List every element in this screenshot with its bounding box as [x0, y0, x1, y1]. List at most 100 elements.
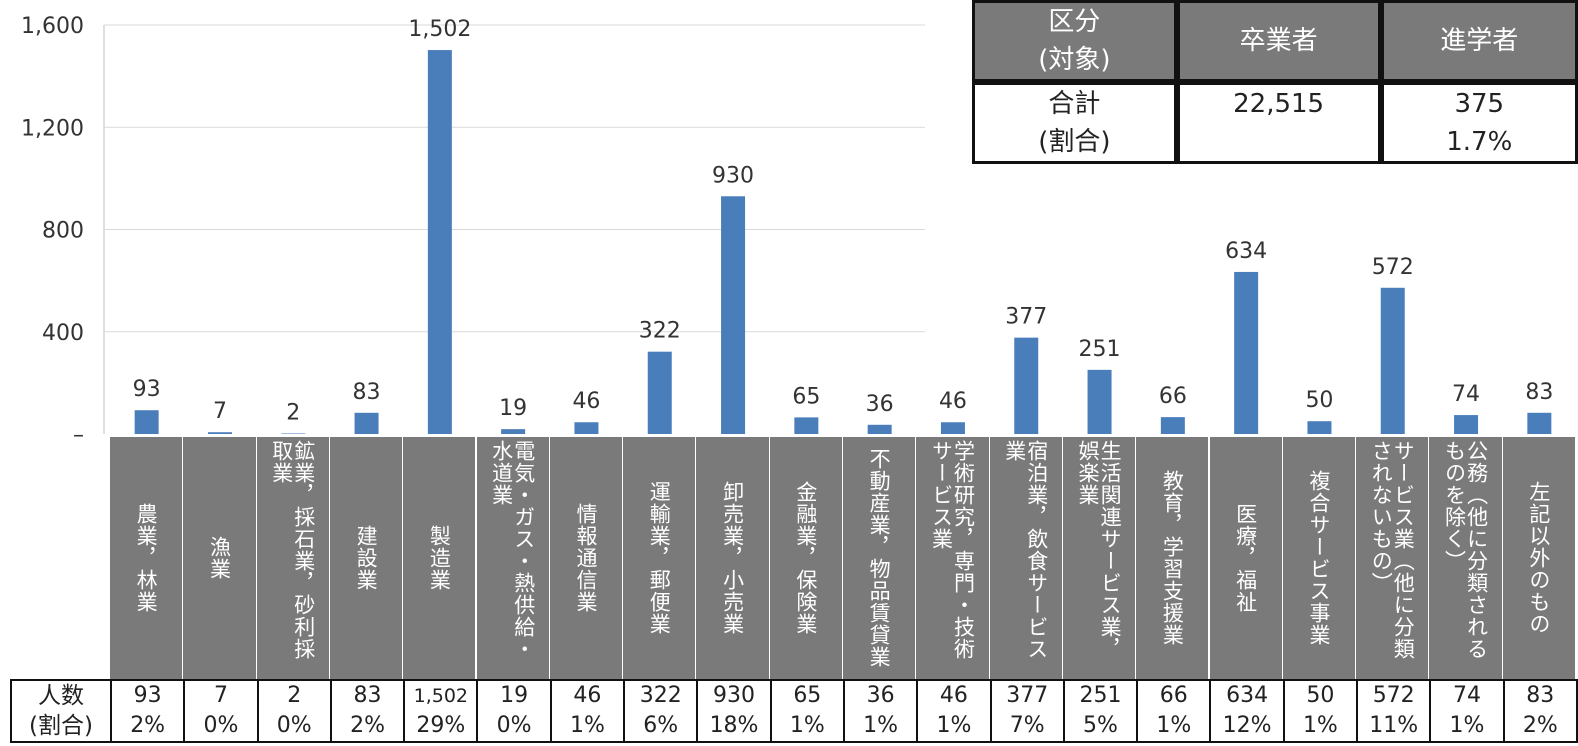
summary-header-category: 区分 (対象)	[972, 0, 1177, 82]
percent-value: 1%	[1449, 713, 1485, 738]
data-label: 377	[1005, 305, 1047, 330]
summary-header-graduates: 卒業者	[1176, 0, 1381, 82]
category-label-cell: 公務（他に分類されるものを除く）	[1429, 437, 1503, 679]
count-cell: 572 11%	[1356, 679, 1432, 743]
category-label: 卸売業，小売業	[720, 481, 745, 635]
summary-graduates-value: 22,515	[1176, 82, 1381, 164]
percent-value: 6%	[643, 713, 679, 738]
bar	[574, 422, 599, 434]
count-cell: 74 1%	[1429, 679, 1505, 743]
y-tick-label: 400	[42, 321, 84, 346]
bar	[647, 351, 672, 434]
count-cell: 19 0%	[476, 679, 552, 743]
percent-value: 2%	[350, 713, 385, 738]
count-cell: 322 6%	[623, 679, 699, 743]
count-cell: 65 1%	[769, 679, 845, 743]
category-label-cell: 左記以外のもの	[1502, 437, 1576, 679]
summary-table: 区分 (対象) 卒業者 進学者 合計 (割合) 22,515 375 1.7%	[972, 0, 1578, 164]
percent-value: 1%	[936, 713, 972, 738]
bar	[134, 410, 159, 434]
data-label: 50	[1305, 388, 1333, 413]
data-label: 66	[1159, 384, 1187, 409]
count-value: 83	[1526, 683, 1555, 708]
data-label: 251	[1079, 337, 1121, 362]
counts-header-line1: 人数	[38, 683, 84, 709]
category-label-cell: 宿泊業，飲食サービス業	[989, 437, 1063, 679]
count-value: 46	[939, 683, 968, 708]
count-cell: 930 18%	[696, 679, 772, 743]
data-label: 930	[712, 163, 754, 188]
bar	[501, 429, 526, 434]
category-label: 左記以外のもの	[1526, 481, 1551, 635]
count-value: 930	[713, 683, 756, 708]
count-value: 46	[573, 683, 602, 708]
count-cell: 36 1%	[842, 679, 919, 743]
category-label: 製造業	[427, 525, 452, 591]
percent-value: 2%	[1522, 713, 1558, 738]
summary-advancing-cell: 375 1.7%	[1380, 82, 1578, 164]
category-label-cell: 複合サービス事業	[1282, 437, 1357, 679]
category-label: 学術研究，専門・技術サービス業	[929, 440, 976, 660]
percent-value: 1%	[789, 713, 825, 738]
count-cell: 66 1%	[1136, 679, 1212, 743]
percent-value: 12%	[1222, 713, 1272, 738]
bar	[1380, 287, 1405, 434]
count-cell: 46 1%	[549, 679, 626, 743]
category-label-cell: 漁業	[183, 437, 257, 679]
category-label: 鉱業，採石業，砂利採取業	[269, 440, 316, 660]
summary-header-advancing: 進学者	[1380, 0, 1578, 82]
summary-row-label-text: 合計 (割合)	[1038, 89, 1111, 157]
count-value: 65	[793, 683, 822, 708]
percent-value: 29%	[416, 713, 466, 738]
category-label-cell: 運輸業，郵便業	[623, 437, 697, 679]
count-value: 1,502	[413, 685, 469, 707]
counts-row-header: 人数 (割合)	[10, 679, 112, 743]
data-label: 322	[639, 319, 681, 344]
count-value: 251	[1079, 683, 1122, 708]
percent-value: 18%	[709, 713, 759, 738]
count-value: 634	[1226, 683, 1269, 708]
counts-table: 人数 (割合) 93 2% 7 0% 2 0% 83 2% 1,502 29% 19 0% 46 1% 32…	[10, 679, 1578, 743]
percent-value: 11%	[1369, 713, 1419, 738]
count-value: 74	[1452, 683, 1481, 708]
data-label: 1,502	[408, 17, 471, 42]
data-label: 36	[866, 392, 894, 417]
count-cell: 93 2%	[109, 679, 186, 743]
category-label: 複合サービス事業	[1306, 470, 1331, 646]
category-label: 教育，学習支援業	[1160, 470, 1185, 646]
count-value: 322	[639, 683, 682, 708]
category-label-cell: 鉱業，採石業，砂利採取業	[256, 437, 330, 679]
category-label-cell: 不動産業，物品賃貸業	[843, 437, 917, 679]
category-label: 不動産業，物品賃貸業	[867, 448, 892, 668]
data-label: 19	[499, 396, 527, 421]
data-label: 46	[572, 389, 600, 414]
data-label: 572	[1372, 255, 1414, 280]
count-cell: 1,502 29%	[403, 679, 479, 743]
bar	[1307, 421, 1332, 434]
bar	[794, 417, 819, 434]
count-value: 572	[1372, 683, 1415, 708]
percent-value: 1%	[1156, 713, 1192, 738]
category-label: 漁業	[207, 536, 232, 580]
count-cell: 83 2%	[1502, 679, 1578, 743]
count-cell: 251 5%	[1062, 679, 1139, 743]
count-value: 2	[287, 683, 302, 708]
bar	[1527, 412, 1552, 434]
bar	[281, 433, 306, 434]
percent-value: 2%	[130, 713, 166, 738]
count-cell: 46 1%	[916, 679, 992, 743]
category-label: 宿泊業，飲食サービス業	[1002, 440, 1049, 660]
data-label: 2	[286, 400, 300, 425]
category-label: サービス業（他に分類されないもの）	[1369, 440, 1416, 660]
category-label: 医療，福祉	[1233, 503, 1258, 613]
data-label: 83	[353, 380, 381, 405]
category-label-cell: 金融業，保険業	[769, 437, 843, 679]
percent-value: 1%	[569, 713, 605, 738]
data-label: 634	[1225, 239, 1267, 264]
percent-value: 7%	[1009, 713, 1045, 738]
percent-value: 1%	[863, 713, 899, 738]
count-cell: 377 7%	[989, 679, 1065, 743]
data-label: 83	[1525, 380, 1553, 405]
summary-header-category-text: 区分 (対象)	[1038, 7, 1111, 75]
